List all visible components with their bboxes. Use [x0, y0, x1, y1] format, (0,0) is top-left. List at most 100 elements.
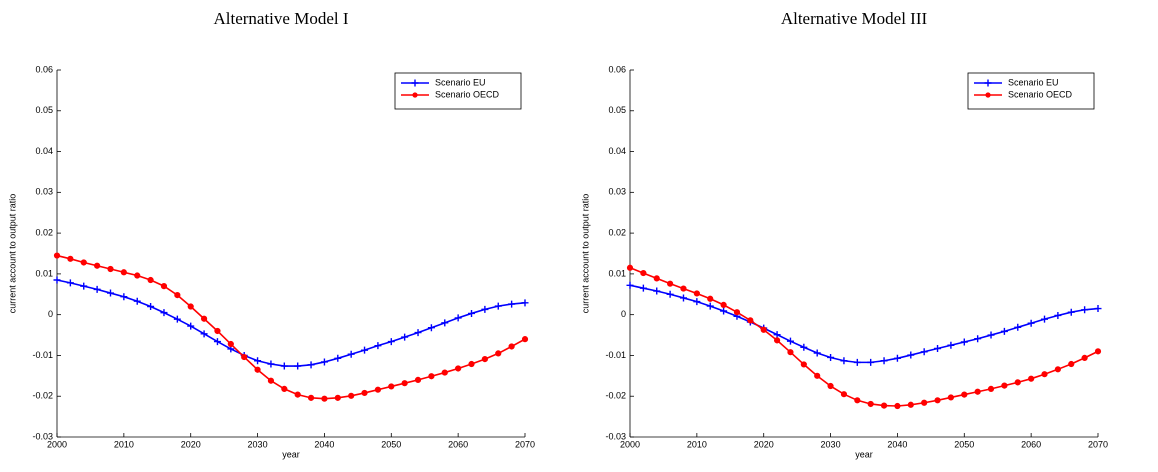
- marker: [707, 295, 714, 302]
- x-axis-label: year: [282, 449, 300, 459]
- x-tick-label: 2000: [620, 439, 640, 449]
- marker: [840, 391, 848, 398]
- y-tick-label: 0.02: [608, 227, 626, 237]
- marker: [1094, 348, 1102, 355]
- marker: [187, 303, 194, 310]
- marker: [720, 307, 728, 315]
- x-tick-label: 2040: [887, 439, 907, 449]
- chart: Alternative Model I -0.03 -0.02 -0.01 0 0.01 0…: [7, 9, 535, 459]
- marker: [840, 357, 848, 365]
- marker: [334, 354, 342, 362]
- marker: [267, 377, 275, 384]
- y-tick-label: 0: [621, 309, 626, 319]
- marker: [454, 314, 462, 322]
- y-tick-label: 0.06: [35, 64, 53, 74]
- marker: [733, 309, 741, 316]
- marker: [361, 346, 369, 354]
- y-tick-label: -0.01: [605, 350, 626, 360]
- y-tick-label: -0.02: [32, 391, 53, 401]
- marker: [441, 319, 449, 327]
- marker: [787, 349, 794, 356]
- marker: [786, 337, 794, 345]
- marker: [880, 357, 888, 365]
- marker: [468, 360, 475, 368]
- marker: [481, 356, 488, 363]
- legend-marker: [411, 79, 419, 87]
- chart: Alternative Model III -0.03 -0.02 -0.01 0 0.0…: [580, 9, 1108, 459]
- legend-label: Scenario EU: [435, 77, 486, 87]
- marker: [947, 394, 955, 401]
- marker: [67, 255, 74, 262]
- y-tick-label: 0.04: [35, 146, 53, 156]
- x-tick-label: 2030: [821, 439, 841, 449]
- marker: [800, 343, 808, 351]
- marker: [1028, 375, 1035, 382]
- marker: [494, 302, 502, 310]
- marker: [133, 297, 141, 305]
- marker: [214, 327, 221, 335]
- marker: [401, 380, 408, 387]
- marker: [173, 315, 181, 323]
- y-tick-label: 0.03: [608, 187, 626, 197]
- y-tick-label: -0.03: [32, 431, 53, 441]
- marker: [254, 357, 262, 365]
- marker: [827, 382, 834, 390]
- marker: [1054, 311, 1062, 319]
- x-tick-label: 2060: [448, 439, 468, 449]
- marker: [827, 353, 835, 361]
- marker: [307, 361, 315, 369]
- x-tick-label: 2010: [687, 439, 707, 449]
- marker: [80, 282, 88, 290]
- series-line: [629, 267, 1099, 407]
- legend-box: [967, 72, 1095, 110]
- marker: [1067, 308, 1075, 316]
- marker: [693, 298, 701, 306]
- marker: [374, 386, 382, 393]
- marker: [867, 400, 874, 408]
- marker: [174, 291, 181, 299]
- marker: [773, 331, 781, 339]
- marker: [160, 309, 168, 317]
- legend-marker: [985, 92, 991, 98]
- marker: [679, 294, 687, 302]
- marker: [921, 399, 928, 406]
- marker: [147, 276, 154, 284]
- y-tick-label: -0.03: [605, 431, 626, 441]
- marker: [481, 305, 489, 313]
- marker: [200, 330, 208, 338]
- legend-label: Scenario OECD: [435, 89, 500, 99]
- y-tick-label: 0.04: [608, 146, 626, 156]
- marker: [814, 372, 821, 379]
- marker: [1027, 319, 1035, 327]
- y-tick-label: 0: [48, 309, 53, 319]
- legend-label: Scenario OECD: [1008, 89, 1073, 99]
- marker: [388, 383, 395, 390]
- marker: [854, 397, 861, 404]
- marker: [347, 350, 355, 358]
- marker: [907, 351, 915, 359]
- marker: [800, 361, 807, 368]
- series-line: [56, 279, 526, 367]
- marker: [455, 365, 462, 372]
- marker: [639, 284, 647, 292]
- marker: [1054, 366, 1061, 373]
- marker: [720, 301, 727, 308]
- legend-marker: [412, 92, 418, 98]
- marker: [120, 293, 128, 301]
- marker: [1068, 360, 1075, 368]
- x-tick-label: 2020: [754, 439, 774, 449]
- series-line: [56, 254, 526, 400]
- marker: [706, 302, 714, 310]
- x-tick-label: 2070: [515, 439, 535, 449]
- marker: [307, 394, 315, 401]
- marker: [626, 281, 634, 289]
- marker: [987, 331, 995, 339]
- marker: [414, 376, 422, 384]
- marker: [106, 289, 114, 297]
- y-tick-label: -0.01: [32, 350, 53, 360]
- marker: [813, 349, 821, 357]
- marker: [361, 389, 368, 397]
- marker: [934, 345, 942, 353]
- marker: [281, 385, 288, 392]
- y-tick-label: -0.02: [605, 391, 626, 401]
